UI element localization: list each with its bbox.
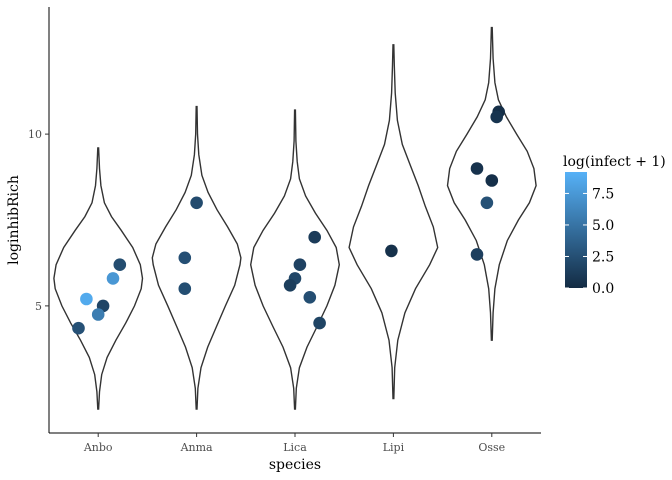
data-point (91, 308, 105, 321)
data-point (283, 279, 297, 292)
x-tick-label: Lica (283, 441, 307, 454)
x-axis-ticks: Anbo Anma Lica Lipi Osse (83, 433, 505, 454)
data-point (480, 196, 494, 210)
legend-tick-label: 0.0 (592, 281, 614, 297)
y-axis-title: loginhibRich (6, 175, 22, 265)
violin-lica (249, 109, 341, 410)
y-tick-label: 5 (35, 300, 42, 313)
point-group (72, 105, 506, 335)
x-tick-label: Anma (180, 441, 213, 454)
legend-tick-label: 2.5 (592, 249, 614, 265)
x-axis-title: species (269, 457, 321, 473)
color-legend: log(infect + 1) 0.0 2.5 5.0 7.5 (563, 154, 666, 297)
data-point (113, 258, 127, 272)
legend-tick-label: 5.0 (592, 218, 614, 234)
data-point (303, 291, 317, 304)
x-tick-label: Anbo (83, 441, 113, 454)
violin-lipi (348, 44, 439, 400)
data-point (293, 258, 307, 272)
data-point (385, 244, 398, 258)
data-point (308, 230, 322, 244)
data-point (485, 174, 499, 187)
y-axis-ticks: 5 10 (28, 128, 49, 313)
violin-group (53, 26, 537, 410)
x-tick-label: Lipi (383, 441, 405, 454)
x-tick-label: Osse (478, 441, 505, 454)
legend-title: log(infect + 1) (563, 154, 666, 170)
legend-ticks: 0.0 2.5 5.0 7.5 (565, 186, 614, 297)
y-tick-label: 10 (28, 128, 42, 141)
data-point (72, 321, 85, 335)
violin-anbo (53, 147, 144, 410)
data-point (178, 282, 192, 296)
data-point (80, 292, 93, 306)
data-point (106, 272, 120, 285)
data-point (178, 251, 192, 265)
legend-tick-label: 7.5 (592, 186, 614, 202)
violin-anma (151, 105, 242, 410)
legend-colorbar (565, 172, 587, 288)
data-point (470, 248, 484, 261)
data-point (470, 162, 484, 175)
data-point (190, 196, 203, 210)
data-point (490, 110, 504, 124)
violin-osse (446, 26, 537, 341)
data-point (313, 316, 326, 330)
